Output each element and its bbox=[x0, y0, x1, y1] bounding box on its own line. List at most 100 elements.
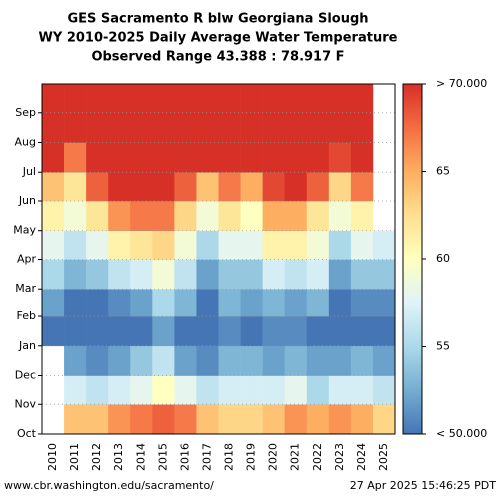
heatmap-cell bbox=[262, 375, 285, 405]
heatmap-cell bbox=[64, 200, 87, 232]
heatmap-cell bbox=[174, 172, 197, 202]
heatmap-cell bbox=[174, 112, 197, 143]
heatmap-cell bbox=[86, 316, 109, 347]
heatmap-cell bbox=[284, 375, 308, 405]
heatmap-cell bbox=[262, 259, 285, 290]
heatmap-cell bbox=[328, 230, 352, 260]
heatmap-cell bbox=[174, 375, 197, 405]
plot-frame bbox=[41, 83, 396, 435]
y-tick-label: Jun bbox=[18, 194, 36, 207]
heatmap-cell bbox=[218, 112, 241, 143]
colorbar-tick-label: 60 bbox=[436, 252, 450, 265]
heatmap-cell bbox=[284, 345, 308, 376]
y-tick-label: Sep bbox=[15, 106, 36, 119]
heatmap-cell bbox=[196, 289, 219, 317]
heatmap-cell bbox=[306, 200, 330, 232]
heatmap-cell bbox=[130, 112, 153, 143]
heatmap-cell bbox=[328, 112, 352, 143]
heatmap-cell bbox=[42, 230, 65, 260]
heatmap-cell bbox=[152, 112, 175, 143]
heatmap-cell bbox=[130, 289, 153, 317]
heatmap-cell bbox=[306, 84, 330, 114]
heatmap-cell bbox=[152, 172, 175, 202]
y-tick-label: May bbox=[13, 224, 36, 237]
heatmap-cell bbox=[218, 230, 241, 260]
heatmap-cell bbox=[284, 142, 308, 173]
heatmap-cell bbox=[130, 142, 153, 173]
heatmap-cell bbox=[42, 142, 65, 173]
heatmap-cell bbox=[174, 230, 197, 260]
x-tick-label: 2022 bbox=[311, 443, 324, 471]
heatmap-cell bbox=[42, 112, 65, 143]
x-tick-label: 2018 bbox=[223, 443, 236, 471]
chart-title: GES Sacramento R blw Georgiana Slough bbox=[67, 12, 368, 27]
heatmap-cell bbox=[328, 172, 352, 202]
heatmap-cell bbox=[64, 84, 87, 114]
heatmap-cell bbox=[108, 200, 131, 232]
heatmap-cell bbox=[240, 375, 263, 405]
colorbar-tick-label: 55 bbox=[436, 340, 450, 353]
heatmap-cell bbox=[64, 345, 87, 376]
heatmap-cell bbox=[240, 289, 263, 317]
heatmap-cell bbox=[262, 316, 285, 347]
heatmap-cell bbox=[130, 84, 153, 114]
x-tick-label: 2013 bbox=[112, 443, 125, 471]
heatmap-cell bbox=[86, 200, 109, 232]
heatmap-cell bbox=[86, 172, 109, 202]
y-tick-label: Dec bbox=[15, 369, 36, 382]
heatmap-cell bbox=[196, 142, 219, 173]
x-tick-label: 2019 bbox=[245, 443, 258, 471]
heatmap-cell bbox=[152, 84, 175, 114]
heatmap-cell bbox=[64, 404, 87, 435]
heatmap-cell bbox=[86, 230, 109, 260]
heatmap-cell bbox=[130, 230, 153, 260]
heatmap-cell bbox=[42, 289, 65, 317]
heatmap-cell bbox=[64, 259, 87, 290]
heatmap-cell bbox=[152, 259, 175, 290]
heatmap-cell bbox=[130, 316, 153, 347]
heatmap-cell bbox=[174, 345, 197, 376]
heatmap-cell bbox=[196, 316, 219, 347]
heatmap-cell bbox=[64, 289, 87, 317]
y-tick-label: Oct bbox=[17, 427, 37, 440]
heatmap-cell bbox=[350, 142, 374, 173]
heatmap-cell bbox=[240, 84, 263, 114]
heatmap-cell bbox=[328, 316, 352, 347]
heatmap-cell bbox=[240, 172, 263, 202]
heatmap-cell bbox=[42, 200, 65, 232]
x-tick-label: 2021 bbox=[289, 443, 302, 471]
y-tick-label: Feb bbox=[17, 309, 36, 322]
x-tick-label: 2014 bbox=[134, 443, 147, 471]
heatmap-cell bbox=[218, 200, 241, 232]
heatmap-cell bbox=[64, 142, 87, 173]
heatmap-cell bbox=[64, 375, 87, 405]
heatmap-cell bbox=[196, 172, 219, 202]
heatmap-cell bbox=[174, 142, 197, 173]
heatmap-cell bbox=[196, 404, 219, 435]
heatmap-cell bbox=[306, 259, 330, 290]
colorbar-tick-label: > 70.000 bbox=[436, 77, 487, 90]
heatmap-cell bbox=[174, 200, 197, 232]
heatmap-cell bbox=[218, 345, 241, 376]
heatmap-cell bbox=[86, 112, 109, 143]
heatmap-cell bbox=[372, 375, 396, 405]
heatmap-cell bbox=[240, 112, 263, 143]
heatmap-cell bbox=[306, 404, 330, 435]
heatmap-cell bbox=[218, 259, 241, 290]
heatmap-cell bbox=[86, 289, 109, 317]
heatmap-cell bbox=[152, 345, 175, 376]
heatmap-cell bbox=[372, 230, 396, 260]
heatmap-cell bbox=[262, 230, 285, 260]
colorbar-tick-label: 65 bbox=[436, 165, 450, 178]
heatmap-cell bbox=[328, 404, 352, 435]
heatmap-cell bbox=[284, 172, 308, 202]
heatmap-cell bbox=[350, 316, 374, 347]
heatmap-cell bbox=[108, 112, 131, 143]
heatmap-cell bbox=[240, 259, 263, 290]
heatmap-cell bbox=[350, 375, 374, 405]
heatmap-cell bbox=[350, 84, 374, 114]
colorbar-tick-label: < 50.000 bbox=[436, 427, 487, 440]
x-tick-label: 2020 bbox=[267, 443, 280, 471]
heatmap-cell bbox=[196, 84, 219, 114]
heatmap-cell bbox=[196, 200, 219, 232]
